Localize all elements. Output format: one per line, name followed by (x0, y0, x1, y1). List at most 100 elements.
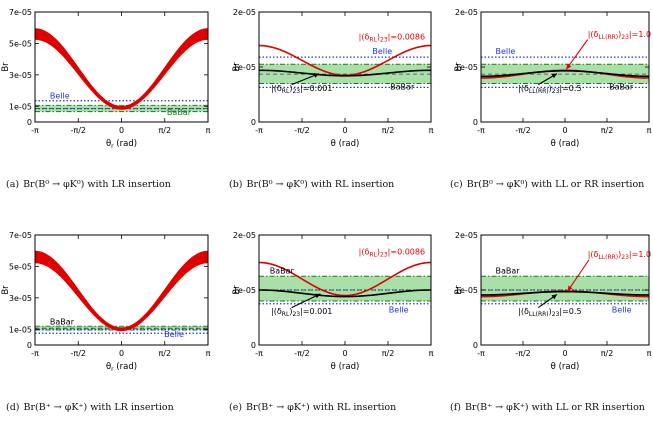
x-tick-label: π/2 (382, 126, 395, 135)
label-babar: BaBar (390, 83, 415, 92)
y-tick-label: 0 (473, 341, 478, 350)
x-tick-label: π (647, 126, 652, 135)
caption-a-text: Br(B⁰ → φK⁰) with LR insertion (23, 179, 171, 190)
label-black: |(δRL)23|=0.001 (271, 307, 332, 318)
x-tick-label: -π/2 (515, 126, 531, 135)
x-tick-label: 0 (342, 349, 347, 358)
caption-e-text: Br(B⁺ → φK⁺) with RL insertion (246, 402, 397, 413)
y-axis-title: Br (454, 285, 464, 295)
x-tick-label: 0 (119, 126, 124, 135)
x-tick-label: 0 (342, 126, 347, 135)
caption-d-text: Br(B⁺ → φK⁺) with LR insertion (23, 402, 174, 413)
label-red: |(δLL(RR))23|=1.0 (588, 250, 651, 261)
series-line-black (480, 70, 650, 78)
label-belle: Belle (612, 306, 632, 315)
label-red: |(δRL)23|=0.0086 (359, 33, 425, 44)
annotation-arrowhead (313, 73, 319, 78)
x-tick-label: π/2 (601, 126, 614, 135)
label-babar: BaBar (167, 108, 192, 117)
x-axis-title: θ (rad) (331, 139, 360, 149)
y-axis-title: Br (454, 62, 464, 72)
x-tick-label: -π (31, 126, 39, 135)
x-axis-title: θ (rad) (551, 139, 580, 149)
x-axis-title: θ (rad) (551, 362, 580, 372)
annotation-arrowhead-red (567, 285, 573, 292)
y-tick-label: 7e-05 (9, 231, 32, 240)
x-tick-label: -π (255, 126, 263, 135)
x-tick-label: -π/2 (294, 349, 310, 358)
y-tick-label: 1e-05 (233, 286, 256, 295)
label-black: |(δLL(RR))23|=0.5 (518, 84, 581, 95)
x-tick-label: π (429, 126, 434, 135)
y-tick-label: 2e-05 (455, 8, 478, 17)
caption-c-label: (c) (450, 179, 463, 190)
x-tick-label: 0 (119, 349, 124, 358)
x-axis-title: θ (rad) (331, 362, 360, 372)
y-axis-title: Br (1, 62, 11, 72)
series-line-black (480, 290, 650, 296)
annotation-arrow (291, 293, 321, 309)
x-tick-label: 0 (562, 349, 567, 358)
x-tick-label: -π/2 (71, 349, 87, 358)
caption-f-label: (f) (450, 402, 461, 413)
y-tick-label: 3e-05 (9, 294, 32, 303)
label-red: |(δLL(RR))23|=1.0 (588, 30, 651, 41)
label-black: |(δRL)23|=0.001 (271, 84, 332, 95)
y-tick-label: 3e-05 (9, 71, 32, 80)
chart-e: |(δRL)23|=0.0086 BaBar |(δRL)23|=0.001 Bell… (232, 231, 434, 372)
label-black: |(δLL(RR))23|=0.5 (518, 307, 581, 318)
annotation-arrow-red (567, 259, 590, 292)
x-tick-label: π (206, 349, 211, 358)
x-tick-label: π/2 (601, 349, 614, 358)
caption-e-label: (e) (229, 402, 243, 413)
babar-band (481, 276, 649, 301)
x-tick-label: -π (477, 126, 485, 135)
series-line-black (258, 69, 432, 77)
caption-c-text: Br(B⁰ → φK⁰) with LL or RR insertion (466, 179, 645, 190)
label-babar: BaBar (50, 317, 75, 326)
label-belle: Belle (495, 47, 515, 56)
x-tick-label: -π/2 (71, 126, 87, 135)
y-tick-label: 5e-05 (9, 262, 32, 271)
y-tick-label: 0 (251, 118, 256, 127)
x-tick-label: 0 (562, 126, 567, 135)
y-tick-label: 0 (251, 341, 256, 350)
x-tick-label: -π (31, 349, 39, 358)
x-tick-label: π (647, 349, 652, 358)
label-belle: Belle (164, 330, 184, 339)
series-line-black (258, 289, 432, 298)
label-red: |(δRL)23|=0.0086 (359, 247, 425, 258)
caption-c: (c) Br(B⁰ → φK⁰) with LL or RR insertion (450, 179, 650, 191)
x-tick-label: -π/2 (294, 126, 310, 135)
y-tick-label: 1e-05 (455, 63, 478, 72)
annotation-arrowhead (314, 293, 321, 299)
y-tick-label: 2e-05 (455, 231, 478, 240)
y-axis-title: Br (1, 285, 11, 295)
caption-b-text: Br(B⁰ → φK⁰) with RL insertion (246, 179, 395, 190)
caption-d: (d) Br(B⁺ → φK⁺) with LR insertion (6, 402, 211, 414)
caption-b: (b) Br(B⁰ → φK⁰) with RL insertion (229, 179, 434, 191)
caption-b-label: (b) (229, 179, 243, 190)
annotation-arrowhead (551, 73, 557, 79)
caption-a: (a) Br(B⁰ → φK⁰) with LR insertion (6, 179, 211, 191)
x-tick-label: π/2 (158, 126, 171, 135)
y-tick-label: 0 (27, 118, 32, 127)
y-tick-label: 1e-05 (455, 286, 478, 295)
caption-d-label: (d) (6, 402, 20, 413)
x-tick-label: -π (255, 349, 263, 358)
y-tick-label: 2e-05 (233, 8, 256, 17)
annotation-arrowhead (551, 294, 557, 300)
y-tick-label: 2e-05 (233, 231, 256, 240)
y-tick-label: 1e-05 (233, 63, 256, 72)
y-axis-title: Br (232, 62, 242, 72)
series-line-red (258, 261, 432, 297)
label-babar: BaBar (495, 267, 520, 276)
label-babar: BaBar (270, 267, 295, 276)
x-tick-label: -π/2 (515, 349, 531, 358)
chart-b: |(δRL)23|=0.0086 Belle |(δRL)23|=0.001 BaBa… (232, 8, 434, 149)
caption-a-label: (a) (6, 179, 20, 190)
x-tick-label: -π (477, 349, 485, 358)
chart-f: |(δLL(RR))23|=1.0 BaBar |(δLL(RR))23|=0.5 B… (454, 231, 652, 372)
x-tick-label: π (206, 126, 211, 135)
